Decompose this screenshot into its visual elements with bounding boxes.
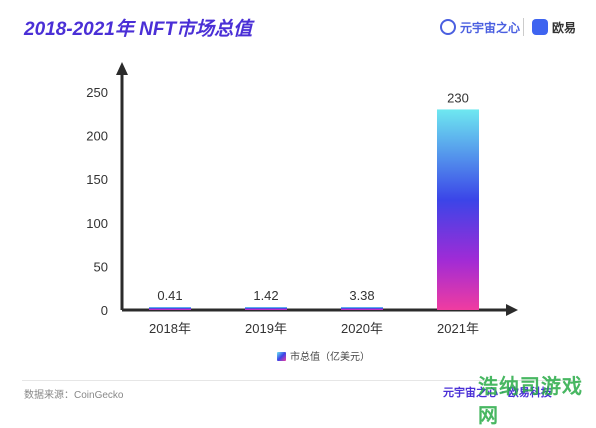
value-labels: 0.41 1.42 3.38 230 — [157, 90, 469, 303]
legend-swatch — [277, 352, 286, 361]
watermark: 浩纳司游戏网 — [478, 376, 583, 427]
brand-ouyi-icon — [532, 19, 548, 35]
bar — [149, 307, 191, 310]
y-tick-label: 250 — [86, 85, 108, 100]
bar — [341, 307, 383, 310]
y-tick-label: 200 — [86, 129, 108, 144]
x-tick-label: 2018年 — [149, 321, 191, 336]
x-tick-label: 2019年 — [245, 321, 287, 336]
brand-separator — [523, 18, 524, 36]
data-source: 数据来源：CoinGecko — [24, 390, 124, 401]
chart-title: 2018-2021年 NFT市场总值 — [24, 19, 253, 40]
bar — [245, 307, 287, 310]
x-tick-label: 2021年 — [437, 321, 479, 336]
bar — [437, 109, 479, 310]
brand-name-primary: 元宇宙之心 — [460, 20, 521, 35]
footer-brand: 元宇宙之心 · 欧易科技 — [443, 387, 552, 399]
value-label: 0.41 — [157, 288, 182, 303]
value-label: 3.38 — [349, 288, 374, 303]
x-axis-labels: 2018年 2019年 2020年 2021年 — [149, 321, 479, 336]
legend-label: 市总值（亿美元） — [290, 350, 370, 363]
x-tick-label: 2020年 — [341, 321, 383, 336]
value-label: 1.42 — [253, 288, 278, 303]
y-axis-ticks: 0 50 100 150 200 250 — [86, 85, 108, 318]
brand-name-secondary: 欧易 — [552, 20, 577, 35]
y-tick-label: 50 — [94, 259, 108, 274]
brand-ouyi: 欧易 — [532, 16, 576, 38]
y-tick-label: 0 — [101, 303, 108, 318]
y-axis-arrow — [116, 62, 128, 75]
bar-series — [149, 109, 479, 310]
brand-logo-icon — [440, 19, 456, 35]
footer-divider — [22, 380, 574, 381]
x-axis-arrow — [506, 304, 518, 316]
value-label: 230 — [447, 90, 469, 105]
chart-legend: 市总值（亿美元） — [277, 350, 370, 363]
brand-yuanyuzhou: 元宇宙之心 — [440, 16, 520, 38]
y-tick-label: 150 — [86, 172, 108, 187]
y-tick-label: 100 — [86, 216, 108, 231]
